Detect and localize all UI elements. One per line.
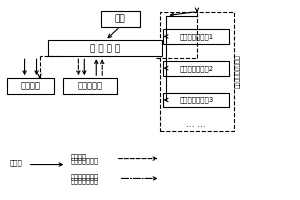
Text: 锂电池电量耗尽: 锂电池电量耗尽 bbox=[71, 173, 99, 180]
Bar bbox=[164, 93, 229, 107]
Bar bbox=[7, 78, 54, 94]
Text: 若干锂电池供电单元: 若干锂电池供电单元 bbox=[235, 54, 241, 88]
Text: 锂电池供电单元1: 锂电池供电单元1 bbox=[179, 33, 213, 40]
Bar bbox=[63, 78, 117, 94]
Text: 锂电池优先供电: 锂电池优先供电 bbox=[71, 157, 99, 164]
Text: 锂电池供电单元3: 锂电池供电单元3 bbox=[179, 97, 213, 103]
Text: 市电失电: 市电失电 bbox=[71, 153, 87, 160]
Text: 铅酸电池组: 铅酸电池组 bbox=[78, 82, 103, 91]
Bar bbox=[49, 40, 162, 56]
Text: 市电: 市电 bbox=[115, 14, 125, 23]
Text: 铅酸电池组供电: 铅酸电池组供电 bbox=[71, 177, 99, 184]
Text: 锂电池供电单元2: 锂电池供电单元2 bbox=[179, 65, 213, 72]
Text: 基站负载: 基站负载 bbox=[21, 82, 40, 91]
Text: … …: … … bbox=[187, 120, 206, 129]
Bar bbox=[164, 29, 229, 44]
Text: 电供电: 电供电 bbox=[10, 159, 22, 166]
Bar bbox=[101, 11, 140, 27]
Text: 直 流 母 线: 直 流 母 线 bbox=[90, 44, 120, 53]
Bar bbox=[160, 12, 234, 131]
Bar bbox=[164, 61, 229, 76]
